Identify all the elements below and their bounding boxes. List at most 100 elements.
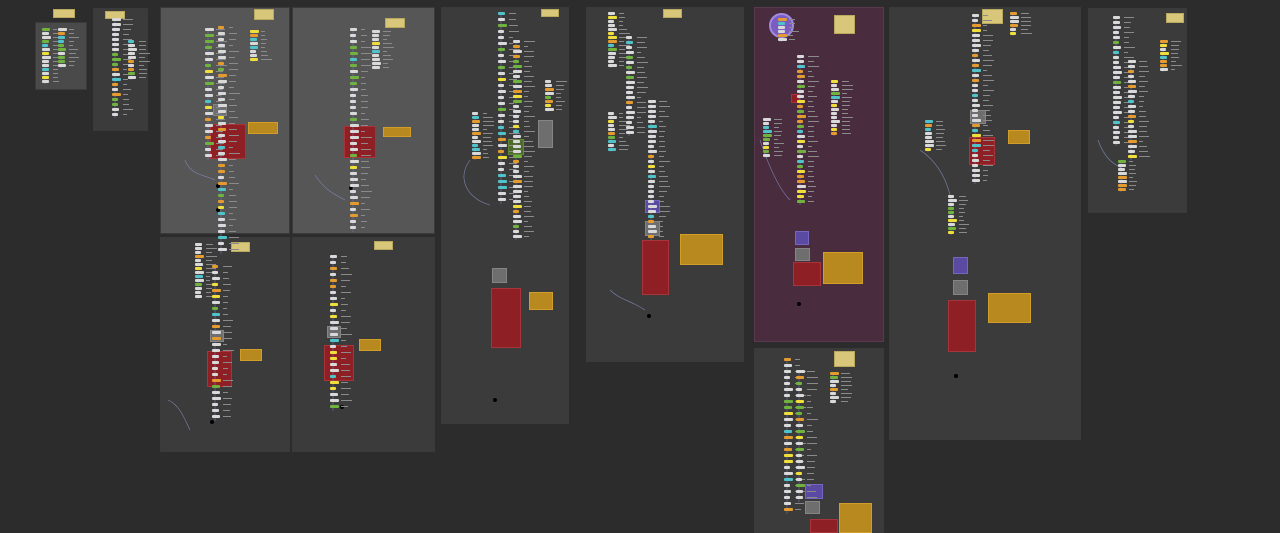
graph-node[interactable] [350, 118, 357, 121]
node-block-gold[interactable] [680, 234, 723, 265]
graph-node[interactable] [350, 220, 356, 223]
node-circle-marker[interactable] [769, 13, 794, 38]
graph-node[interactable] [972, 124, 980, 127]
node-block-gold[interactable] [248, 122, 278, 134]
graph-node[interactable] [42, 76, 49, 79]
graph-node[interactable] [513, 140, 520, 143]
graph-node[interactable] [498, 90, 506, 93]
graph-node[interactable] [330, 375, 336, 378]
graph-node[interactable] [212, 349, 220, 352]
graph-node[interactable] [830, 376, 838, 379]
graph-node[interactable] [205, 112, 213, 115]
graph-node[interactable] [513, 40, 520, 43]
graph-node[interactable] [212, 355, 219, 358]
graph-node[interactable] [972, 44, 981, 47]
graph-node[interactable] [797, 160, 804, 163]
graph-node[interactable] [1113, 46, 1121, 49]
graph-node[interactable] [350, 166, 357, 169]
graph-node[interactable] [797, 70, 803, 73]
graph-node[interactable] [1010, 12, 1017, 15]
graph-node[interactable] [784, 358, 791, 361]
graph-node[interactable] [350, 94, 356, 97]
graph-node[interactable] [112, 58, 121, 61]
graph-node[interactable] [608, 132, 615, 135]
graph-node[interactable] [1113, 26, 1121, 29]
graph-node[interactable] [112, 113, 118, 116]
graph-node[interactable] [545, 104, 551, 107]
graph-node[interactable] [250, 30, 259, 33]
graph-node[interactable] [513, 120, 519, 123]
graph-node[interactable] [626, 91, 633, 94]
network-box[interactable] [1088, 8, 1187, 213]
graph-node[interactable] [498, 114, 505, 117]
graph-node[interactable] [608, 56, 615, 59]
graph-node[interactable] [1118, 188, 1126, 191]
output-node[interactable] [954, 374, 958, 378]
graph-node[interactable] [112, 98, 118, 101]
graph-node[interactable] [218, 134, 225, 137]
graph-node[interactable] [763, 130, 772, 133]
graph-node[interactable] [513, 155, 522, 158]
graph-node[interactable] [831, 124, 837, 127]
graph-node[interactable] [218, 62, 224, 65]
graph-node[interactable] [784, 490, 791, 493]
graph-node[interactable] [796, 418, 804, 421]
graph-node[interactable] [513, 215, 521, 218]
graph-node[interactable] [513, 65, 522, 68]
graph-node[interactable] [350, 226, 356, 229]
graph-node[interactable] [218, 176, 224, 179]
graph-node[interactable] [797, 195, 804, 198]
graph-node[interactable] [513, 175, 522, 178]
graph-node[interactable] [608, 40, 617, 43]
graph-node[interactable] [212, 379, 221, 382]
graph-node[interactable] [330, 309, 336, 312]
graph-node[interactable] [58, 40, 64, 43]
graph-node[interactable] [205, 34, 214, 37]
graph-node[interactable] [112, 33, 119, 36]
graph-node[interactable] [218, 158, 227, 161]
graph-node[interactable] [472, 148, 480, 151]
graph-node[interactable] [797, 175, 804, 178]
graph-node[interactable] [350, 112, 357, 115]
graph-node[interactable] [797, 55, 804, 58]
network-box[interactable] [889, 7, 1081, 440]
graph-node[interactable] [972, 159, 979, 162]
graph-node[interactable] [784, 394, 790, 397]
graph-node[interactable] [212, 265, 218, 268]
graph-node[interactable] [218, 80, 227, 83]
graph-node[interactable] [1160, 64, 1167, 67]
graph-node[interactable] [218, 110, 226, 113]
graph-node[interactable] [626, 71, 635, 74]
graph-node[interactable] [972, 49, 979, 52]
graph-node[interactable] [796, 466, 805, 469]
graph-node[interactable] [1128, 60, 1136, 63]
graph-node[interactable] [218, 146, 225, 149]
graph-node[interactable] [513, 220, 522, 223]
graph-node[interactable] [350, 124, 359, 127]
node-block-gold[interactable] [1008, 130, 1030, 144]
graph-node[interactable] [797, 200, 805, 203]
graph-node[interactable] [250, 54, 257, 57]
graph-node[interactable] [830, 392, 836, 395]
graph-node[interactable] [778, 22, 785, 25]
graph-node[interactable] [1113, 111, 1122, 114]
graph-node[interactable] [778, 38, 787, 41]
graph-node[interactable] [608, 64, 617, 67]
graph-node[interactable] [1128, 85, 1136, 88]
graph-node[interactable] [796, 448, 804, 451]
graph-node[interactable] [1128, 75, 1134, 78]
graph-node[interactable] [797, 95, 804, 98]
graph-node[interactable] [1113, 41, 1119, 44]
graph-node[interactable] [350, 130, 359, 133]
graph-node[interactable] [112, 28, 120, 31]
graph-node[interactable] [330, 333, 338, 336]
graph-node[interactable] [350, 202, 359, 205]
graph-node[interactable] [513, 60, 519, 63]
graph-node[interactable] [608, 12, 615, 15]
graph-node[interactable] [498, 102, 505, 105]
node-block-gold[interactable] [823, 252, 863, 284]
graph-node[interactable] [513, 165, 519, 168]
graph-node[interactable] [218, 26, 224, 29]
graph-node[interactable] [212, 397, 221, 400]
